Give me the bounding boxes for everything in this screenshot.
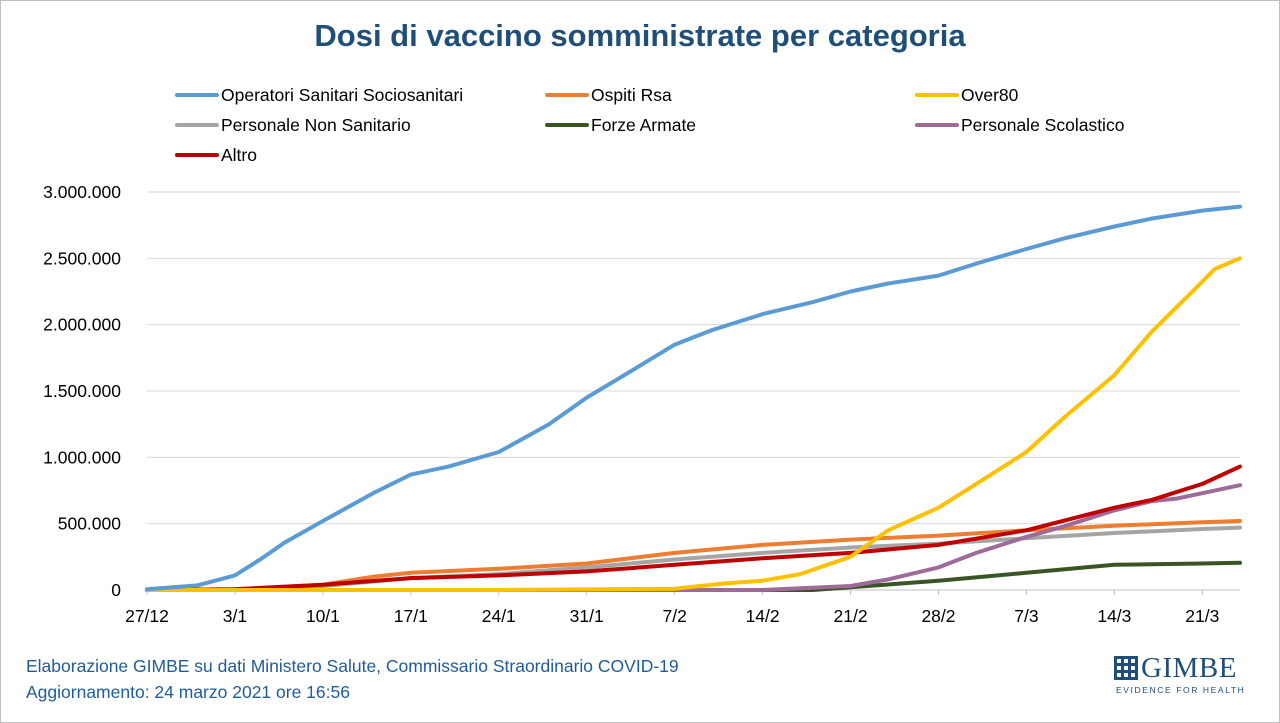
footer-credits: Elaborazione GIMBE su dati Ministero Sal… xyxy=(26,653,679,705)
y-tick-label: 3.000.000 xyxy=(43,182,121,202)
series-line-altro xyxy=(145,464,1242,592)
x-tick-label: 3/1 xyxy=(223,606,247,626)
legend-item-personale-non-sanitario: Personale Non Sanitario xyxy=(175,114,411,136)
logo-wordmark: GIMBE xyxy=(1141,652,1237,684)
x-tick-label: 14/3 xyxy=(1097,606,1131,626)
x-tick-label: 27/12 xyxy=(125,606,169,626)
logo-tagline: EVIDENCE FOR HEALTH xyxy=(1116,685,1246,695)
x-tick-label: 7/2 xyxy=(662,606,686,626)
legend-item-ospiti-rsa: Ospiti Rsa xyxy=(545,84,672,106)
series-line-personale-scolastico xyxy=(145,483,1242,592)
footer-source: Elaborazione GIMBE su dati Ministero Sal… xyxy=(26,656,679,676)
series-line-over80 xyxy=(145,256,1242,592)
legend-item-over80: Over80 xyxy=(915,84,1018,106)
x-tick-label: 14/2 xyxy=(746,606,780,626)
x-tick-label: 28/2 xyxy=(921,606,955,626)
y-tick-label: 2.000.000 xyxy=(43,315,121,335)
x-tick-label: 7/3 xyxy=(1014,606,1038,626)
y-tick-label: 1.000.000 xyxy=(43,447,121,467)
y-tick-label: 500.000 xyxy=(58,514,122,534)
series-line-ospiti-rsa xyxy=(145,519,1242,592)
series-line-forze-armate xyxy=(145,560,1242,592)
x-tick-label: 21/3 xyxy=(1185,606,1219,626)
x-tick-label: 24/1 xyxy=(482,606,516,626)
x-tick-label: 17/1 xyxy=(394,606,428,626)
gimbe-grid-icon xyxy=(1114,656,1138,680)
legend-item-forze-armate: Forze Armate xyxy=(545,114,696,136)
gimbe-logo: GIMBE EVIDENCE FOR HEALTH xyxy=(1114,652,1254,698)
x-tick-label: 10/1 xyxy=(306,606,340,626)
y-tick-label: 0 xyxy=(111,580,121,600)
chart-title: Dosi di vaccino somministrate per catego… xyxy=(314,18,966,53)
footer-updated: Aggiornamento: 24 marzo 2021 ore 16:56 xyxy=(26,682,350,702)
legend-item-operatori-sanitari: Operatori Sanitari Sociosanitari xyxy=(175,84,463,106)
y-tick-label: 2.500.000 xyxy=(43,248,121,268)
y-tick-label: 1.500.000 xyxy=(43,381,121,401)
x-tick-label: 21/2 xyxy=(834,606,868,626)
legend-item-personale-scolastico: Personale Scolastico xyxy=(915,114,1124,136)
series-line-personale-non-sanitario xyxy=(145,525,1242,592)
legend-item-altro: Altro xyxy=(175,144,257,166)
series-line-operatori-sanitari-sociosanitari xyxy=(145,204,1242,592)
x-tick-label: 31/1 xyxy=(570,606,604,626)
